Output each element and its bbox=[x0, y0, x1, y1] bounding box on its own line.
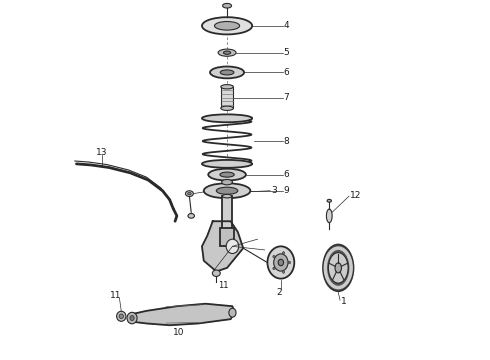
Ellipse shape bbox=[323, 244, 353, 291]
Ellipse shape bbox=[208, 169, 246, 180]
Ellipse shape bbox=[220, 172, 234, 177]
Bar bbox=[222, 196, 232, 232]
Ellipse shape bbox=[188, 213, 195, 218]
Text: 10: 10 bbox=[173, 328, 184, 337]
Ellipse shape bbox=[119, 314, 123, 319]
Ellipse shape bbox=[278, 259, 284, 266]
Ellipse shape bbox=[223, 51, 231, 54]
Ellipse shape bbox=[127, 312, 137, 324]
Text: 1: 1 bbox=[341, 297, 346, 306]
Ellipse shape bbox=[326, 209, 332, 223]
Text: 11: 11 bbox=[218, 281, 229, 290]
Polygon shape bbox=[130, 304, 234, 325]
Bar bbox=[221, 87, 233, 108]
Ellipse shape bbox=[229, 308, 236, 317]
Text: 2: 2 bbox=[276, 288, 282, 297]
Ellipse shape bbox=[226, 239, 239, 253]
Text: 6: 6 bbox=[283, 68, 289, 77]
Ellipse shape bbox=[210, 67, 244, 78]
Ellipse shape bbox=[328, 253, 348, 283]
Ellipse shape bbox=[130, 316, 134, 320]
Text: 6: 6 bbox=[283, 170, 289, 179]
Ellipse shape bbox=[221, 85, 233, 89]
Ellipse shape bbox=[220, 70, 234, 75]
Ellipse shape bbox=[222, 194, 232, 198]
Ellipse shape bbox=[202, 114, 252, 122]
Ellipse shape bbox=[202, 160, 252, 168]
Text: 8: 8 bbox=[283, 136, 289, 145]
Polygon shape bbox=[202, 221, 243, 271]
Ellipse shape bbox=[202, 17, 252, 35]
Ellipse shape bbox=[273, 255, 275, 258]
Ellipse shape bbox=[186, 191, 194, 197]
Ellipse shape bbox=[215, 22, 240, 30]
Ellipse shape bbox=[327, 199, 331, 202]
Text: 7: 7 bbox=[283, 93, 289, 102]
Text: 11: 11 bbox=[110, 291, 122, 300]
Text: 9: 9 bbox=[283, 186, 289, 195]
Ellipse shape bbox=[204, 183, 250, 198]
Ellipse shape bbox=[221, 106, 233, 111]
Text: 5: 5 bbox=[283, 48, 289, 57]
Ellipse shape bbox=[218, 49, 236, 56]
Ellipse shape bbox=[216, 187, 238, 194]
Ellipse shape bbox=[282, 271, 285, 273]
Bar bbox=[220, 228, 234, 246]
Ellipse shape bbox=[212, 270, 220, 276]
Ellipse shape bbox=[221, 180, 232, 185]
Ellipse shape bbox=[268, 246, 294, 279]
Ellipse shape bbox=[335, 263, 342, 273]
Text: 4: 4 bbox=[283, 21, 289, 30]
Ellipse shape bbox=[222, 3, 232, 8]
Text: 13: 13 bbox=[96, 148, 107, 157]
Ellipse shape bbox=[274, 254, 288, 271]
Ellipse shape bbox=[282, 252, 285, 254]
Text: 14: 14 bbox=[212, 186, 223, 195]
Ellipse shape bbox=[188, 192, 191, 195]
Ellipse shape bbox=[273, 267, 275, 270]
Text: 12: 12 bbox=[350, 191, 361, 200]
Text: 3: 3 bbox=[271, 186, 276, 195]
Ellipse shape bbox=[117, 311, 126, 321]
Ellipse shape bbox=[289, 261, 291, 264]
